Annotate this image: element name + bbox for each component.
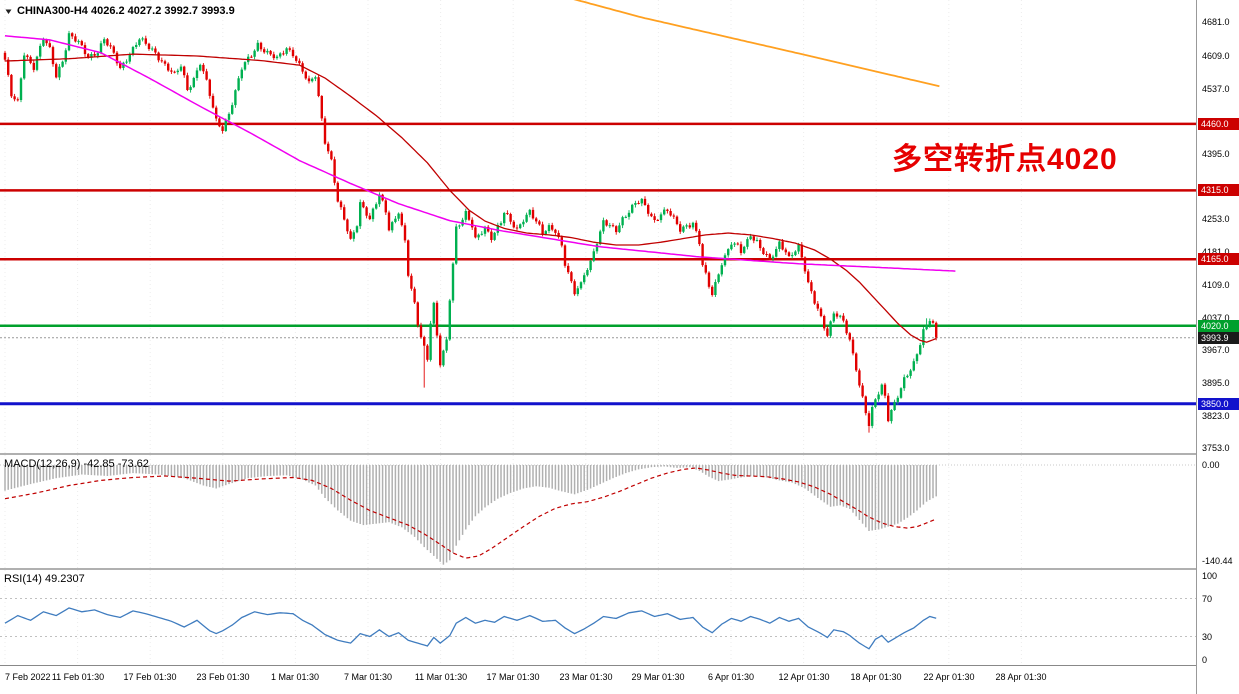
price-level-badge: 4165.0 <box>1198 253 1239 265</box>
macd-axis-label: -140.44 <box>1202 556 1233 566</box>
rsi-axis-label: 70 <box>1202 594 1213 604</box>
ma-slow-line <box>4 35 956 272</box>
time-axis[interactable]: 7 Feb 2022 11 Feb 01:30 17 Feb 01:30 23 Feb… <box>0 666 1196 694</box>
price-axis-label: 3753.0 <box>1202 443 1230 453</box>
symbol-dropdown-icon[interactable] <box>4 7 13 16</box>
candlesticks <box>3 30 938 433</box>
rsi-axis-label: 30 <box>1202 632 1213 642</box>
price-axis-label: 3895.0 <box>1202 378 1230 388</box>
price-axis-label: 4253.0 <box>1202 214 1230 224</box>
macd-canvas[interactable] <box>0 455 1196 568</box>
time-axis-label: 17 Mar 01:30 <box>486 672 540 682</box>
price-axis-label: 3967.0 <box>1202 345 1230 355</box>
symbol-title: CHINA300-H4 4026.2 4027.2 3992.7 3993.9 <box>17 5 235 17</box>
panel-separator[interactable] <box>0 568 1239 570</box>
time-axis-label: 11 Feb 01:30 <box>51 672 105 682</box>
symbol-chip: CHINA300-H4 4026.2 4027.2 3992.7 3993.9 <box>4 5 235 17</box>
price-axis-label: 4109.0 <box>1202 280 1230 290</box>
time-axis-label: 7 Mar 01:30 <box>343 672 393 682</box>
price-level-badge: 3850.0 <box>1198 398 1239 410</box>
main-chart-panel[interactable]: CHINA300-H4 4026.2 4027.2 3992.7 3993.9 … <box>0 0 1196 453</box>
time-axis-label: 28 Apr 01:30 <box>995 672 1047 682</box>
time-axis-label: 18 Apr 01:30 <box>850 672 902 682</box>
macd-panel[interactable]: MACD(12,26,9) -42.85 -73.62 <box>0 455 1196 568</box>
main-chart-canvas[interactable] <box>0 0 1196 453</box>
ma-fast-line <box>4 53 937 343</box>
ma-long-line <box>573 0 940 88</box>
price-level-badge: 4020.0 <box>1198 320 1239 332</box>
time-axis-label: 22 Apr 01:30 <box>923 672 975 682</box>
macd-label: MACD(12,26,9) -42.85 -73.62 <box>4 458 149 470</box>
time-axis-label: 1 Mar 01:30 <box>270 672 320 682</box>
time-axis-separator <box>0 665 1239 666</box>
time-axis-label: 29 Mar 01:30 <box>631 672 685 682</box>
price-level-badge: 4315.0 <box>1198 184 1239 196</box>
rsi-panel[interactable]: RSI(14) 49.2307 <box>0 570 1196 665</box>
price-axis-label: 4537.0 <box>1202 84 1230 94</box>
macd-axis-label: 0.00 <box>1202 460 1220 470</box>
time-axis-label: 7 Feb 2022 <box>5 672 51 682</box>
time-axis-label: 23 Mar 01:30 <box>559 672 613 682</box>
time-axis-label: 17 Feb 01:30 <box>123 672 177 682</box>
macd-signal-line <box>4 467 937 559</box>
rsi-line <box>4 607 937 650</box>
rsi-axis-label: 0 <box>1202 655 1208 665</box>
price-axis-label: 4609.0 <box>1202 51 1230 61</box>
macd-histogram <box>4 465 937 565</box>
annotation-text[interactable]: 多空转折点4020 <box>892 143 1118 176</box>
time-axis-label: 23 Feb 01:30 <box>196 672 250 682</box>
panel-separator[interactable] <box>0 453 1239 455</box>
time-axis-label: 11 Mar 01:30 <box>414 672 468 682</box>
price-axis-label: 4681.0 <box>1202 17 1230 27</box>
rsi-canvas[interactable] <box>0 570 1196 665</box>
price-axis-label: 3823.0 <box>1202 411 1230 421</box>
time-axis-label: 6 Apr 01:30 <box>707 672 755 682</box>
price-scale[interactable]: 4681.0 4609.0 4537.0 4395.0 4253.0 4181.0 4109… <box>1197 0 1239 694</box>
price-level-badge: 4460.0 <box>1198 118 1239 130</box>
current-price-badge: 3993.9 <box>1198 332 1239 344</box>
axis-separator <box>1196 0 1197 694</box>
price-axis-label: 4037.0 <box>1202 313 1230 323</box>
rsi-axis-label: 100 <box>1202 571 1218 581</box>
price-axis-label: 4181.0 <box>1202 247 1230 257</box>
time-axis-label: 12 Apr 01:30 <box>778 672 830 682</box>
price-axis-label: 4395.0 <box>1202 149 1230 159</box>
rsi-label: RSI(14) 49.2307 <box>4 573 85 585</box>
